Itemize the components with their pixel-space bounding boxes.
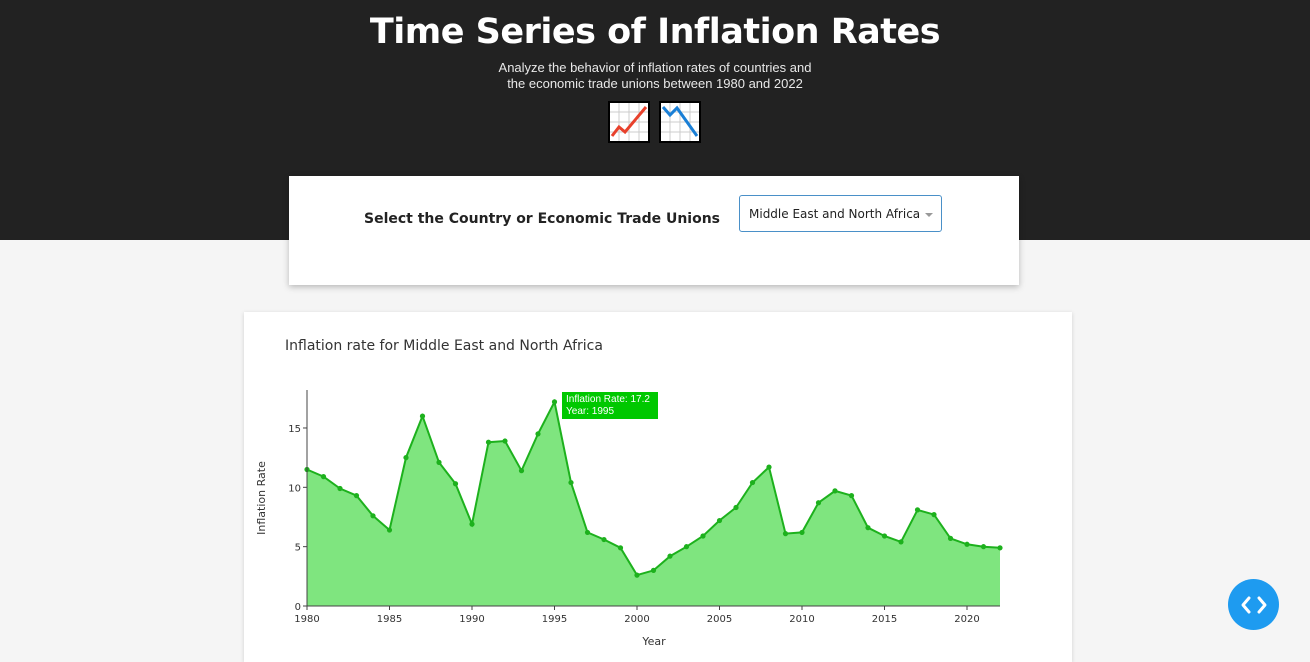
x-axis-label: Year [641,635,666,648]
data-point-1982[interactable] [337,485,343,492]
data-point-2007[interactable] [749,479,756,486]
code-toggle-button[interactable] [1228,579,1279,630]
chart-title: Inflation rate for Middle East and North… [285,338,603,354]
data-point-1988[interactable] [436,459,442,465]
data-point-1996[interactable] [568,479,574,486]
data-point-2008[interactable] [766,464,772,470]
data-point-1997[interactable] [584,529,591,536]
data-point-2010[interactable] [799,529,805,536]
y-tick-label: 5 [295,543,301,554]
data-point-2016[interactable] [898,539,904,545]
x-tick-label: 2005 [707,614,732,625]
x-tick-label: 2000 [624,614,649,625]
data-point-1986[interactable] [403,455,409,461]
data-point-1989[interactable] [452,481,459,487]
data-point-1993[interactable] [518,468,525,474]
inflation-area-chart[interactable]: 0 5 10 15 1980 1985 1990 1995 2000 2005 2010 2015 2… [244,312,1072,653]
tooltip-line-1: Inflation Rate: 17.2 [566,394,650,405]
data-point-2014[interactable] [865,525,871,531]
y-tick-label: 15 [288,424,301,435]
data-point-1984[interactable] [370,513,376,519]
country-dropdown[interactable]: Middle East and North Africa [739,195,942,232]
x-tick-label: 2010 [789,614,814,625]
code-icon [1241,596,1266,613]
header-icons [608,101,701,143]
x-tick-label: 1995 [542,614,567,625]
y-axis-label: Inflation Rate [255,461,268,535]
chevron-down-icon[interactable] [925,213,933,217]
selector-card: Select the Country or Economic Trade Uni… [289,176,1019,285]
dropdown-selected-value: Middle East and North Africa [749,207,921,221]
data-point-1995[interactable] [551,399,558,405]
x-tick-label: 1990 [459,614,484,625]
data-point-2021[interactable] [980,544,987,550]
data-point-1990[interactable] [469,521,475,527]
data-point-2000[interactable] [634,572,640,578]
x-ticks: 1980 1985 1990 1995 2000 2005 2010 2015 2020 [294,606,980,625]
data-point-2022[interactable] [997,545,1003,551]
data-point-2009[interactable] [782,531,789,537]
data-point-1983[interactable] [353,493,360,499]
y-tick-label: 10 [288,483,301,494]
data-point-1992[interactable] [502,438,508,444]
data-point-1998[interactable] [601,536,607,543]
data-point-1985[interactable] [386,527,393,533]
data-point-1987[interactable] [419,413,426,419]
page-title: Time Series of Inflation Rates [369,12,941,52]
data-point-1991[interactable] [485,439,492,445]
data-point-2001[interactable] [650,567,657,573]
data-point-1981[interactable] [320,474,327,480]
data-point-2015[interactable] [881,533,888,539]
data-point-2018[interactable] [931,512,937,518]
subtitle-line-2: the economic trade unions between 1980 a… [507,76,803,91]
subtitle-line-1: Analyze the behavior of inflation rates … [498,60,812,75]
data-point-1994[interactable] [535,431,541,437]
area-fill [307,401,1000,606]
data-point-2005[interactable] [716,517,723,524]
data-point-2002[interactable] [667,553,673,559]
x-tick-label: 2020 [954,614,979,625]
data-point-2011[interactable] [815,500,822,506]
hover-tooltip: Inflation Rate: 17.2 Year: 1995 [562,392,658,419]
tooltip-line-2: Year: 1995 [566,406,614,417]
chart-decreasing-icon [659,101,701,143]
chart-card: Inflation rate for Middle East and North… [244,312,1072,662]
data-point-2013[interactable] [848,493,855,499]
data-point-2020[interactable] [964,541,970,547]
data-point-2004[interactable] [700,533,706,539]
y-ticks: 0 5 10 15 [288,424,307,613]
x-tick-label: 1980 [294,614,319,625]
tooltip-box [562,392,658,419]
chart-increasing-icon [608,101,650,143]
selector-label: Select the Country or Economic Trade Uni… [364,211,721,227]
data-point-2003[interactable] [683,544,690,550]
data-point-2012[interactable] [832,488,838,494]
data-point-2006[interactable] [733,504,739,511]
data-point-2019[interactable] [947,535,954,541]
data-points [304,399,1003,578]
data-point-1999[interactable] [617,545,624,551]
x-tick-label: 2015 [872,614,897,625]
page-subtitle: Analyze the behavior of inflation rates … [0,60,1310,92]
data-point-2017[interactable] [914,507,921,513]
y-tick-label: 0 [295,602,301,613]
x-tick-label: 1985 [377,614,402,625]
